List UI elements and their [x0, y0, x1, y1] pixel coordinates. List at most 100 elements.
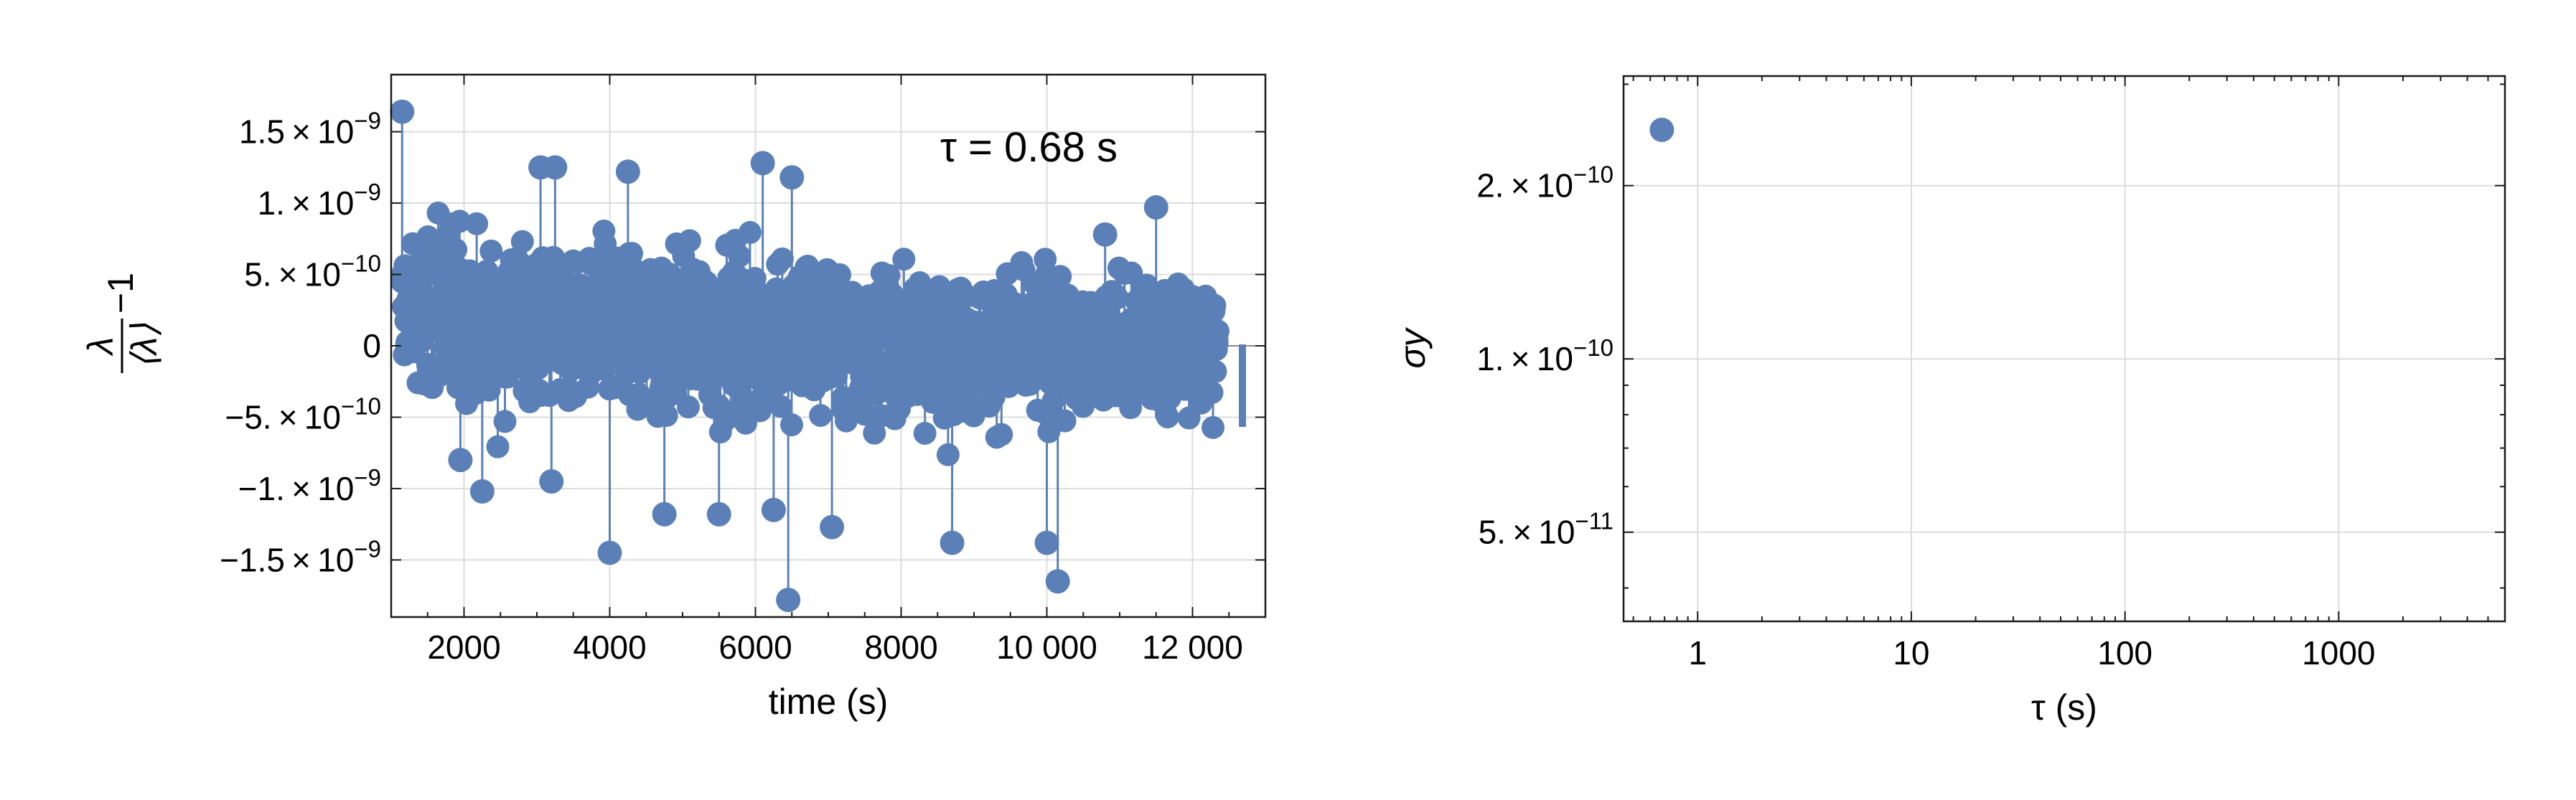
left-y-title-suffix: −1: [100, 273, 141, 314]
right-y-title-text: σy: [1392, 326, 1433, 368]
left-data-point: [655, 404, 678, 428]
left-data-point: [510, 230, 534, 253]
left-data-point: [486, 435, 510, 458]
right-grid: [1624, 76, 2505, 621]
left-outlier-point: [940, 530, 965, 555]
left-x-tick-label: 8000: [864, 629, 937, 666]
right-tick-marks: [1624, 76, 2505, 621]
left-data-point: [1049, 265, 1072, 288]
left-data-points: [390, 99, 1230, 613]
left-outlier-point: [761, 497, 786, 522]
left-data-point: [877, 263, 901, 287]
left-outlier-point: [1034, 530, 1059, 555]
left-outlier-point: [652, 502, 677, 527]
right-edge-marker: [1239, 344, 1246, 427]
left-outlier-point: [390, 99, 415, 124]
left-outlier-point: [543, 155, 568, 180]
left-outlier-point: [448, 448, 473, 473]
left-y-tick-label: −5. × 10−10: [225, 392, 381, 436]
left-data-point: [493, 410, 517, 433]
left-data-point: [770, 247, 794, 270]
left-data-point: [444, 237, 468, 261]
left-data-point: [908, 271, 932, 295]
right-y-axis-title: σy: [1392, 326, 1433, 368]
right-x-axis-title: τ (s): [2031, 687, 2097, 728]
left-x-tick-label: 12 000: [1142, 629, 1243, 666]
left-x-tick-label: 6000: [718, 629, 792, 666]
left-outlier-point: [1045, 569, 1070, 594]
left-outlier-point: [469, 479, 495, 504]
left-data-point: [990, 423, 1013, 446]
right-data-points: [1649, 117, 1675, 142]
right-x-tick-label: 100: [2097, 634, 2153, 672]
left-x-axis-title: time (s): [769, 682, 889, 722]
left-outlier-point: [597, 540, 622, 565]
left-data-point: [465, 212, 489, 235]
left-data-point: [863, 421, 886, 445]
left-y-tick-label: 0: [362, 327, 381, 364]
right-data-point: [1649, 117, 1675, 142]
left-x-tick-labels: 2000 4000 6000 8000 10 000 12 000: [427, 629, 1243, 666]
right-y-tick-label: 2. × 10−10: [1476, 161, 1613, 204]
left-data-point: [828, 263, 852, 286]
right-x-tick-label: 10: [1893, 634, 1929, 672]
right-plot-background: [1624, 76, 2505, 621]
tau-annotation: τ = 0.68 s: [940, 124, 1118, 171]
left-data-point: [913, 421, 937, 445]
left-tick-marks: [391, 75, 1265, 617]
left-data-point: [448, 210, 472, 233]
left-data-point: [853, 403, 877, 426]
left-time-series-plot: 2000 4000 6000 8000 10 000 12 000 1.5 × 10−91…: [80, 73, 1267, 722]
left-y-title-denominator: ⟨λ⟩: [124, 323, 164, 369]
left-data-point: [936, 443, 960, 466]
left-data-point: [1204, 359, 1227, 383]
left-data-point: [1105, 286, 1129, 310]
left-data-point: [678, 229, 701, 253]
right-plot-frame: [1622, 75, 2506, 623]
right-y-tick-label: 5. × 10−11: [1479, 508, 1613, 551]
left-outlier-point: [750, 151, 775, 176]
right-x-tick-label: 1000: [2302, 634, 2375, 672]
right-allan-deviation-plot: 1 10 100 1000 2. × 10−10 1. × 10−10 5. × 10−1…: [1392, 75, 2506, 728]
right-y-tick-labels: 2. × 10−10 1. × 10−10 5. × 10−11: [1476, 161, 1613, 551]
right-x-tick-labels: 1 10 100 1000: [1688, 634, 2375, 672]
left-outlier-point: [517, 383, 542, 408]
left-y-axis-title: λ ⟨λ⟩ −1: [80, 273, 164, 373]
left-outlier-point: [1092, 222, 1118, 247]
left-data-point: [1203, 293, 1227, 317]
left-y-tick-label: 1. × 10−9: [258, 179, 381, 222]
left-outlier-point: [539, 469, 564, 494]
left-data-point: [779, 413, 803, 437]
left-outlier-point: [615, 159, 640, 184]
left-x-tick-label: 4000: [573, 629, 646, 666]
left-data-point: [1202, 415, 1225, 439]
left-data-point: [1053, 409, 1077, 433]
left-outlier-point: [779, 165, 805, 190]
left-data-point: [809, 403, 833, 427]
left-data-point: [769, 395, 792, 418]
left-outlier-point: [820, 514, 845, 540]
left-outlier-point: [776, 588, 801, 613]
left-x-tick-label: 10 000: [996, 629, 1097, 666]
left-data-point: [892, 248, 916, 271]
left-data-point: [728, 244, 751, 268]
left-y-tick-label: 1.5 × 10−9: [239, 108, 381, 151]
left-outlier-point: [1143, 195, 1168, 220]
left-y-tick-label: −1. × 10−9: [238, 464, 381, 507]
left-x-tick-label: 2000: [427, 629, 500, 666]
left-y-tick-label: −1.5 × 10−9: [220, 535, 381, 578]
left-data-point: [834, 409, 858, 433]
left-y-tick-label: 5. × 10−10: [244, 250, 381, 293]
right-y-tick-label: 1. × 10−10: [1476, 334, 1613, 377]
left-data-point: [676, 395, 700, 419]
left-y-title-numerator: λ: [80, 337, 121, 357]
left-y-tick-labels: 1.5 × 10−9 1. × 10−9 5. × 10−10 0 −5. × 10−1…: [220, 108, 381, 579]
left-data-point: [477, 378, 501, 402]
left-data-point: [738, 221, 762, 245]
right-x-tick-label: 1: [1688, 634, 1707, 672]
left-data-point: [1156, 405, 1179, 429]
left-data-point: [1200, 381, 1224, 405]
left-data-point: [479, 239, 503, 263]
left-data-point: [592, 357, 616, 381]
